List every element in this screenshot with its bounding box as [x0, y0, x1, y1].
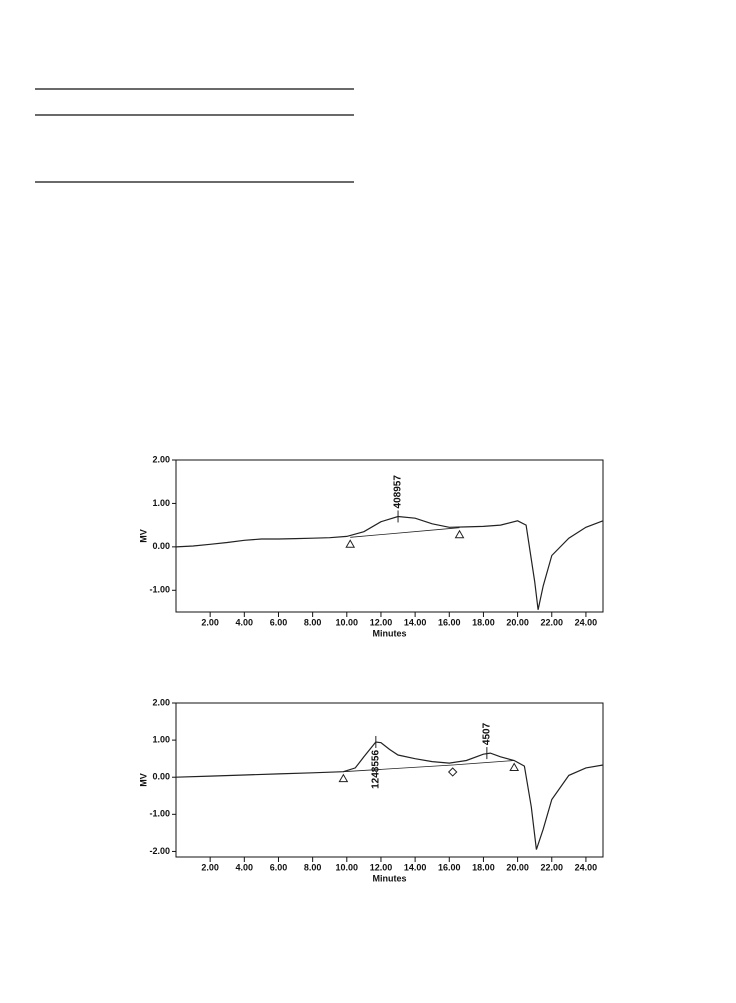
x-tick-label: 16.00 — [438, 862, 461, 872]
baseline-marker — [338, 773, 349, 783]
x-tick-label: 14.00 — [404, 862, 427, 872]
x-tick-label: 12.00 — [370, 617, 393, 627]
x-tick-label: 18.00 — [472, 617, 495, 627]
x-tick-label: 2.00 — [201, 617, 219, 627]
y-axis-title: MV — [138, 529, 148, 543]
baseline-marker — [454, 529, 465, 539]
x-axis-title: Minutes — [372, 628, 406, 638]
y-tick-label: 1.00 — [152, 498, 170, 508]
y-tick-label: 2.00 — [152, 697, 170, 707]
x-tick-label: 24.00 — [575, 617, 598, 627]
x-tick-label: 22.00 — [540, 617, 563, 627]
plot-frame — [175, 702, 604, 858]
y-tick-label: 0.00 — [152, 772, 170, 782]
x-tick-label: 24.00 — [575, 862, 598, 872]
x-tick-label: 20.00 — [506, 862, 529, 872]
peak-label: 408957 — [393, 475, 404, 509]
y-tick-label: -1.00 — [149, 585, 170, 595]
baseline — [350, 527, 460, 538]
peak-label: 1248556 — [370, 750, 381, 789]
x-tick-label: 16.00 — [438, 617, 461, 627]
y-axis-title: MV — [138, 773, 148, 787]
baseline-marker — [345, 539, 356, 548]
y-tick-label: 1.00 — [152, 734, 170, 744]
x-tick-label: 6.00 — [270, 617, 288, 627]
x-tick-label: 8.00 — [304, 862, 322, 872]
x-tick-label: 4.00 — [236, 617, 254, 627]
x-tick-label: 6.00 — [270, 862, 288, 872]
peak-label: 4507 — [481, 722, 492, 745]
y-tick-label: -2.00 — [149, 846, 170, 856]
x-tick-label: 20.00 — [506, 617, 529, 627]
x-tick-label: 12.00 — [370, 862, 393, 872]
x-tick-label: 2.00 — [201, 862, 219, 872]
x-tick-label: 18.00 — [472, 862, 495, 872]
x-tick-label: 10.00 — [336, 617, 359, 627]
x-tick-label: 14.00 — [404, 617, 427, 627]
trace — [175, 741, 604, 850]
x-tick-label: 8.00 — [304, 617, 322, 627]
trace — [175, 515, 604, 610]
baseline — [343, 760, 515, 773]
y-tick-label: 2.00 — [152, 454, 170, 464]
x-tick-label: 4.00 — [236, 862, 254, 872]
y-tick-label: 0.00 — [152, 541, 170, 551]
x-tick-label: 22.00 — [540, 862, 563, 872]
y-tick-label: -1.00 — [149, 809, 170, 819]
plot-frame — [175, 459, 604, 613]
x-axis-title: Minutes — [372, 873, 406, 883]
baseline-marker — [447, 767, 458, 777]
baseline-marker — [509, 762, 520, 772]
x-tick-label: 10.00 — [336, 862, 359, 872]
